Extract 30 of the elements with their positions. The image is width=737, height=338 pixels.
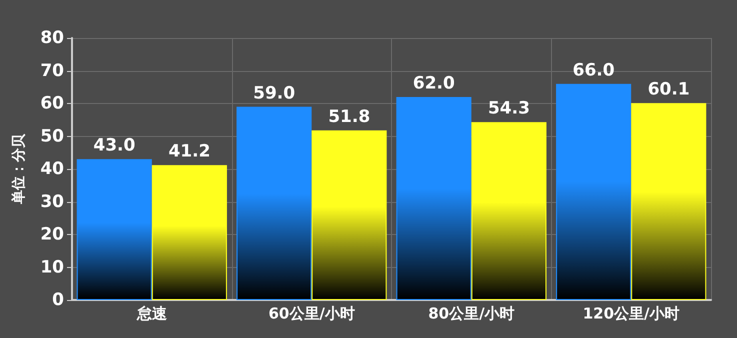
bar: [152, 165, 227, 300]
y-tick-label: 30: [40, 192, 64, 212]
y-tick-label: 70: [40, 60, 64, 81]
y-axis-title: 单位：分贝: [11, 133, 27, 205]
bar: [631, 103, 706, 300]
bar: [556, 84, 632, 300]
y-tick-label: 40: [40, 159, 64, 179]
data-label: 60.1: [648, 80, 690, 100]
data-label: 59.0: [253, 83, 296, 104]
bar: [396, 96, 472, 300]
data-label: 62.0: [412, 73, 455, 94]
data-label: 43.0: [93, 136, 136, 156]
data-label: 41.2: [168, 142, 210, 162]
y-tick-label: 60: [40, 94, 64, 114]
bar: [471, 122, 546, 300]
bar: [312, 130, 387, 300]
y-tick-label: 0: [52, 290, 64, 310]
data-label: 66.0: [572, 60, 615, 80]
y-tick-label: 20: [40, 224, 64, 244]
x-tick-label: 怠速: [136, 304, 168, 322]
data-label: 51.8: [328, 106, 370, 127]
bar: [236, 106, 312, 300]
y-tick-label: 50: [40, 126, 64, 146]
y-tick-label: 10: [40, 257, 64, 278]
data-label: 54.3: [488, 98, 530, 119]
y-tick-label: 80: [40, 28, 64, 48]
x-tick-label: 80公里/小时: [428, 304, 515, 322]
bar: [76, 159, 152, 300]
x-tick-label: 120公里/小时: [582, 304, 680, 322]
x-tick-label: 60公里/小时: [268, 304, 355, 322]
